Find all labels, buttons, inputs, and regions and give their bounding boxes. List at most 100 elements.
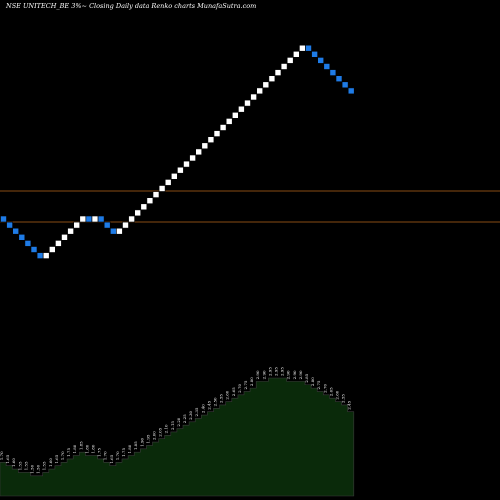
brick-value-label: 2.30 — [188, 410, 193, 419]
renko-bricks — [0, 44, 355, 259]
renko-brick — [225, 118, 233, 125]
brick-value-label: 2.60 — [335, 390, 340, 399]
brick-value-label: 2.95 — [274, 367, 279, 376]
renko-brick — [244, 99, 251, 107]
brick-value-label: 1.70 — [115, 451, 120, 460]
brick-value-label: 2.65 — [328, 387, 333, 396]
brick-value-label: 2.70 — [237, 383, 242, 392]
brick-value-label: 2.45 — [347, 400, 352, 409]
brick-value-label: 1.80 — [91, 444, 96, 453]
brick-value-label: 1.50 — [30, 464, 35, 473]
renko-brick — [164, 179, 172, 186]
renko-brick — [177, 166, 184, 174]
brick-value-label: 2.25 — [182, 414, 187, 423]
brick-value-label: 2.35 — [194, 407, 199, 416]
renko-brick — [12, 227, 19, 235]
brick-value-label: 2.45 — [206, 400, 211, 409]
brick-value-label: 1.85 — [133, 441, 138, 450]
renko-brick — [299, 44, 306, 52]
brick-value-label: 2.05 — [158, 427, 163, 436]
brick-value-labels: 1.70 1.65 1.60 1.55 1.55 1.50 1.50 1.55 1.60 1.65… — [0, 367, 352, 474]
renko-brick — [24, 240, 32, 247]
renko-brick — [219, 124, 227, 131]
renko-brick — [140, 203, 148, 211]
brick-value-label: 1.55 — [23, 461, 28, 470]
renko-brick — [85, 215, 93, 223]
renko-brick — [286, 57, 294, 64]
brick-value-label: 1.80 — [72, 444, 77, 453]
renko-brick — [30, 246, 38, 253]
renko-brick — [329, 69, 337, 76]
brick-value-label: 1.75 — [121, 448, 126, 457]
renko-brick — [250, 93, 257, 101]
brick-value-label: 1.65 — [54, 454, 59, 463]
brick-value-label: 1.65 — [109, 454, 114, 463]
brick-value-label: 1.70 — [60, 451, 65, 460]
brick-value-label: 2.90 — [298, 370, 303, 379]
brick-value-label: 2.00 — [152, 431, 157, 440]
brick-value-label: 2.90 — [255, 370, 260, 379]
brick-value-label: 2.75 — [316, 380, 321, 389]
brick-value-label: 2.95 — [280, 367, 285, 376]
brick-value-label: 1.80 — [127, 444, 132, 453]
renko-brick — [103, 221, 111, 229]
renko-brick — [292, 50, 300, 58]
brick-value-label: 2.95 — [267, 367, 272, 376]
brick-value-label: 1.95 — [145, 434, 150, 443]
renko-brick — [42, 252, 50, 259]
brick-value-label: 1.65 — [5, 454, 10, 463]
brick-value-label: 1.85 — [78, 441, 83, 450]
brick-value-label: 1.80 — [84, 444, 89, 453]
brick-value-label: 1.90 — [139, 437, 144, 446]
brick-value-label: 2.55 — [219, 394, 224, 403]
renko-brick — [207, 136, 215, 143]
renko-brick — [171, 173, 178, 180]
brick-value-label: 2.60 — [225, 390, 230, 399]
renko-brick — [195, 148, 202, 156]
renko-brick — [201, 142, 209, 150]
renko-brick — [61, 234, 68, 241]
renko-brick — [232, 112, 239, 119]
renko-brick — [268, 75, 276, 82]
brick-value-label: 1.75 — [97, 448, 102, 457]
brick-value-label: 1.55 — [17, 461, 22, 470]
brick-value-label: 2.70 — [322, 383, 327, 392]
renko-brick — [18, 234, 26, 241]
renko-brick — [238, 105, 245, 113]
brick-value-label: 2.90 — [261, 370, 266, 379]
brick-value-label: 2.40 — [200, 404, 205, 413]
renko-brick — [335, 75, 343, 82]
brick-value-label: 1.70 — [0, 451, 4, 460]
renko-brick — [274, 69, 282, 76]
brick-value-label: 1.55 — [42, 461, 47, 470]
renko-brick — [341, 81, 349, 89]
renko-brick — [189, 154, 196, 162]
renko-brick — [0, 215, 7, 223]
renko-brick — [134, 209, 141, 217]
brick-value-label: 2.55 — [341, 394, 346, 403]
brick-value-label: 2.20 — [176, 417, 181, 426]
brick-value-label: 1.60 — [11, 458, 16, 467]
renko-brick — [110, 227, 117, 235]
renko-brick — [317, 57, 325, 64]
renko-brick — [311, 50, 318, 58]
renko-brick — [128, 215, 135, 223]
renko-brick — [36, 252, 44, 259]
renko-brick — [323, 63, 331, 70]
brick-value-label: 2.90 — [286, 370, 291, 379]
renko-brick — [67, 227, 74, 235]
brick-value-label: 2.75 — [243, 380, 248, 389]
renko-brick — [347, 87, 355, 95]
renko-brick — [79, 215, 87, 223]
renko-brick — [146, 197, 154, 204]
brick-value-label: 2.80 — [249, 377, 254, 386]
brick-value-label: 1.75 — [66, 448, 71, 457]
renko-brick — [6, 221, 13, 229]
volume-staircase — [0, 377, 355, 497]
brick-value-label: 2.85 — [304, 373, 309, 382]
renko-brick — [97, 215, 105, 223]
renko-brick — [213, 130, 221, 137]
renko-brick — [183, 160, 190, 168]
brick-value-label: 2.65 — [231, 387, 236, 396]
